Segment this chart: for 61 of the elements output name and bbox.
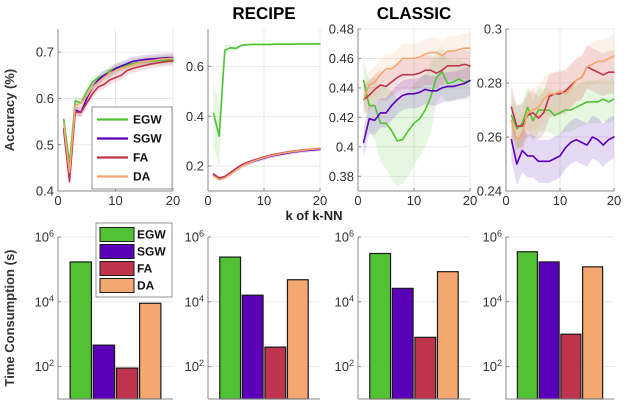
- y-axis-title: Accuracy (%): [2, 68, 17, 152]
- x-tick-label: 20: [606, 193, 622, 208]
- line-series: [362, 47, 471, 100]
- x-tick-label: 10: [552, 193, 568, 208]
- x-tick-label: 0: [354, 193, 362, 208]
- legend-label: DA: [133, 170, 151, 184]
- y-tick-label: 10$^{2}$: [482, 358, 502, 374]
- line-series: [362, 64, 471, 100]
- y-tick-label: 0.44: [328, 80, 354, 96]
- legend-label: SGW: [133, 132, 162, 146]
- y-tick-label: 0.2: [186, 158, 204, 174]
- y-tick-label: 10$^{6}$: [334, 228, 354, 245]
- x-tick-label: 10: [256, 193, 272, 208]
- x-tick-label: 10: [108, 193, 123, 208]
- y-tick-label: 10$^{4}$: [334, 293, 354, 310]
- x-axis-title: k of k-NN: [285, 208, 343, 223]
- y-tick-label: 0.4: [36, 184, 54, 199]
- y-tick-label: 0.42: [328, 110, 354, 125]
- line-series: [212, 43, 321, 137]
- y-tick-label: 10$^{4}$: [184, 293, 204, 310]
- y-tick-label: 0.6: [186, 58, 204, 74]
- line-series: [510, 55, 615, 140]
- chart-title: RECIPE: [232, 4, 296, 23]
- y-tick-label: 10$^{2}$: [334, 358, 354, 374]
- x-tick-label: 0: [502, 193, 510, 208]
- line-series: [510, 98, 615, 130]
- x-tick-label: 20: [462, 193, 478, 208]
- legend-label: SGW: [137, 244, 166, 259]
- legend-label: FA: [133, 150, 149, 165]
- x-tick-label: 10: [406, 193, 422, 208]
- y-tick-label: 0.5: [36, 137, 54, 152]
- x-tick-label: 20: [312, 193, 328, 208]
- y-axis-title: Time Consumption (s): [2, 250, 17, 386]
- y-tick-label: 0.38: [328, 168, 354, 184]
- x-tick-label: 0: [54, 193, 62, 208]
- legend-label: FA: [137, 262, 153, 276]
- y-tick-label: 0.4: [186, 108, 204, 124]
- y-tick-label: 10$^{6}$: [184, 228, 204, 245]
- y-tick-label: 0.7: [36, 44, 54, 60]
- x-tick-label: 20: [166, 193, 180, 208]
- y-tick-label: 10$^{6}$: [34, 228, 54, 245]
- y-tick-label: 0.4: [336, 139, 354, 154]
- y-tick-label: 10$^{2}$: [184, 358, 204, 374]
- y-tick-label: 10$^{2}$: [34, 358, 54, 374]
- y-tick-label: 0.48: [328, 22, 354, 37]
- y-tick-label: 0.24: [476, 184, 502, 199]
- x-tick-label: 0: [204, 193, 212, 208]
- y-tick-label: 10$^{6}$: [482, 228, 502, 245]
- chart-title: CLASSIC: [376, 4, 452, 23]
- line-series: [510, 136, 615, 165]
- y-tick-label: 10$^{4}$: [34, 293, 54, 310]
- legend-label: EGW: [137, 228, 166, 242]
- legend-label: DA: [137, 278, 155, 293]
- y-tick-label: 0.46: [328, 51, 354, 66]
- legend-label: EGW: [133, 112, 162, 127]
- y-tick-label: 0.3: [484, 22, 502, 37]
- y-tick-label: 0.26: [476, 130, 502, 145]
- y-tick-label: 10$^{4}$: [482, 293, 502, 310]
- line-series: [510, 66, 615, 127]
- y-tick-label: 0.6: [36, 90, 54, 106]
- y-tick-label: 0.28: [476, 76, 502, 91]
